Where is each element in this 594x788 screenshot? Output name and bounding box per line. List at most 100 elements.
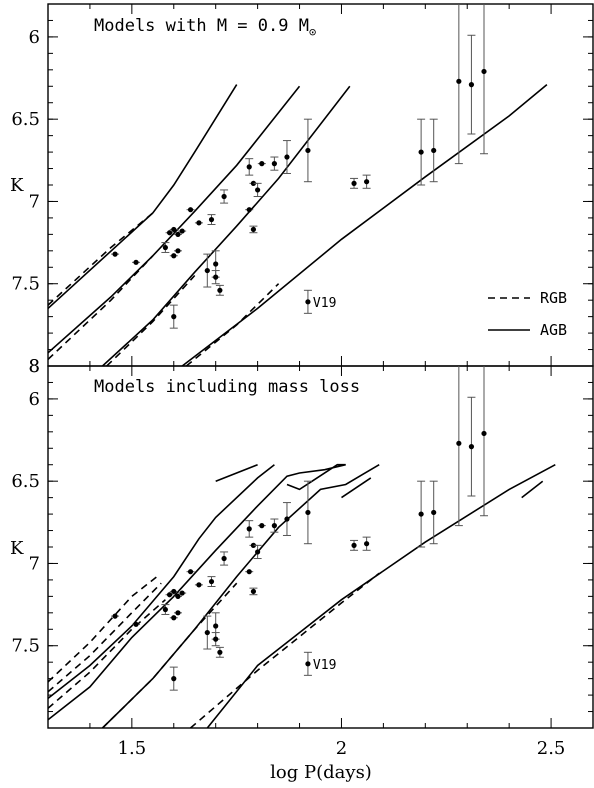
data-point [271,523,277,529]
data-point [217,649,223,655]
data-point [259,161,265,167]
panel-bottom-title: Models including mass loss [94,377,360,397]
rgb-model-track [48,575,158,683]
data-point [208,578,215,585]
data-point [112,251,118,257]
data-point [246,569,252,575]
data-point [171,588,177,595]
data-point [171,314,177,320]
data-point [351,542,357,548]
data-point [246,164,252,170]
legend: RGB AGB [488,289,567,339]
x-axis-label: log P(days) [270,762,372,783]
data-point [196,582,202,588]
panel-top-x-axis [47,4,594,366]
data-point [271,161,277,167]
data-point [431,509,437,516]
point-label-v19: V19 [313,658,336,673]
rgb-model-track [48,599,166,709]
data-point [171,615,177,621]
panel-top-data-points: V19 [111,4,488,329]
y-tick-label: 6 [29,389,40,410]
agb-model-track [48,85,301,354]
x-tick-label: 2.5 [537,738,566,759]
data-point [112,613,118,619]
data-point [175,248,181,254]
y-tick-label: 8 [29,356,40,377]
rgb-model-track [48,582,162,693]
data-point [351,180,357,186]
data-point [255,549,261,555]
data-point [255,187,261,193]
agb-model-track [181,83,548,366]
legend-agb-label: AGB [540,321,567,339]
data-point [250,226,257,233]
data-point [284,154,290,160]
agb-model-track [101,464,380,728]
data-point [364,541,370,547]
data-point [175,231,181,237]
data-point [456,440,462,446]
y-tick-label: 8 [29,356,40,377]
data-point [162,606,168,613]
data-point [221,193,227,200]
data-point [179,228,185,234]
rgb-model-track [48,255,154,360]
data-point [305,509,311,516]
agb-model-track [206,463,556,728]
panel-top-model-lines [48,83,548,366]
data-point [259,523,265,529]
data-point [213,261,219,267]
agb-model-track [101,85,351,366]
data-point [364,179,370,185]
data-point [250,588,257,595]
agb-model-track [521,480,544,499]
agb-model-track [48,463,346,721]
y-tick-label: 6 [29,27,40,48]
data-point [213,636,219,642]
data-point [481,68,487,75]
rgb-model-track [48,212,154,306]
data-point [208,216,215,223]
data-point [175,610,181,616]
y-tick-label: 7.5 [11,636,40,657]
data-point [468,82,475,88]
data-point [221,555,227,562]
panel-bottom-model-lines [48,463,556,728]
data-point [431,147,437,154]
data-point [175,593,181,599]
y-tick-label: 6.5 [11,109,40,130]
panel-bottom: V19 6 6.5 7 7.5 1.5 2 2.5 Models including ma… [10,365,594,783]
agb-model-track [215,463,258,482]
panel-bottom-x-axis: 1.5 2 2.5 [47,366,594,759]
data-point [187,207,194,213]
point-label-v19: V19 [313,296,336,311]
rgb-model-track [189,572,380,728]
data-point [166,592,173,598]
data-point [166,230,173,236]
data-point [418,511,424,517]
data-point [284,516,290,522]
y-tick-label: 7.5 [11,274,40,295]
data-point [217,287,223,293]
data-point [481,430,487,437]
data-point [213,274,219,280]
y-tick-label: 7 [29,553,40,574]
data-point [171,253,177,259]
data-point [246,207,252,213]
data-point [162,244,168,251]
agb-model-track [48,464,275,700]
panel-top-title: Models with M = 0.9 M⊙ [94,16,316,39]
panel-top-y-label: K [10,175,24,196]
data-point [418,149,424,155]
data-point [204,629,210,636]
data-point [179,590,185,596]
data-point [133,621,139,627]
data-point [305,661,311,667]
panel-bottom-data-points: V19 [111,366,488,691]
panel-top: V19 66.577.588 Models with M = 0.9 M⊙ K … [10,3,594,377]
panel-bottom-y-axis: 6 6.5 7 7.5 [11,365,593,729]
data-point [196,220,202,226]
data-point [250,542,257,548]
